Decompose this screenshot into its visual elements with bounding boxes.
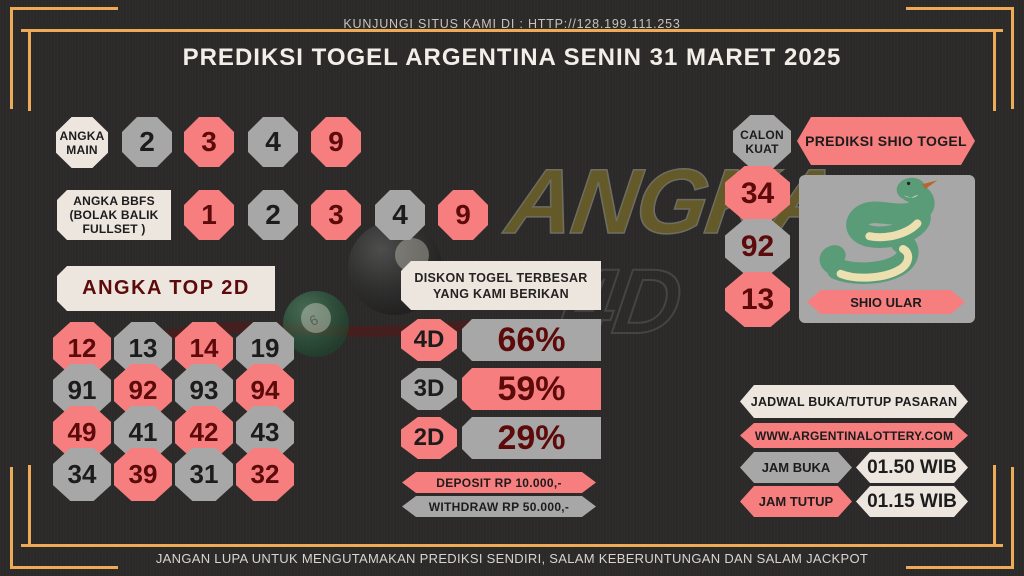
svg-text:6: 6 bbox=[307, 311, 321, 329]
